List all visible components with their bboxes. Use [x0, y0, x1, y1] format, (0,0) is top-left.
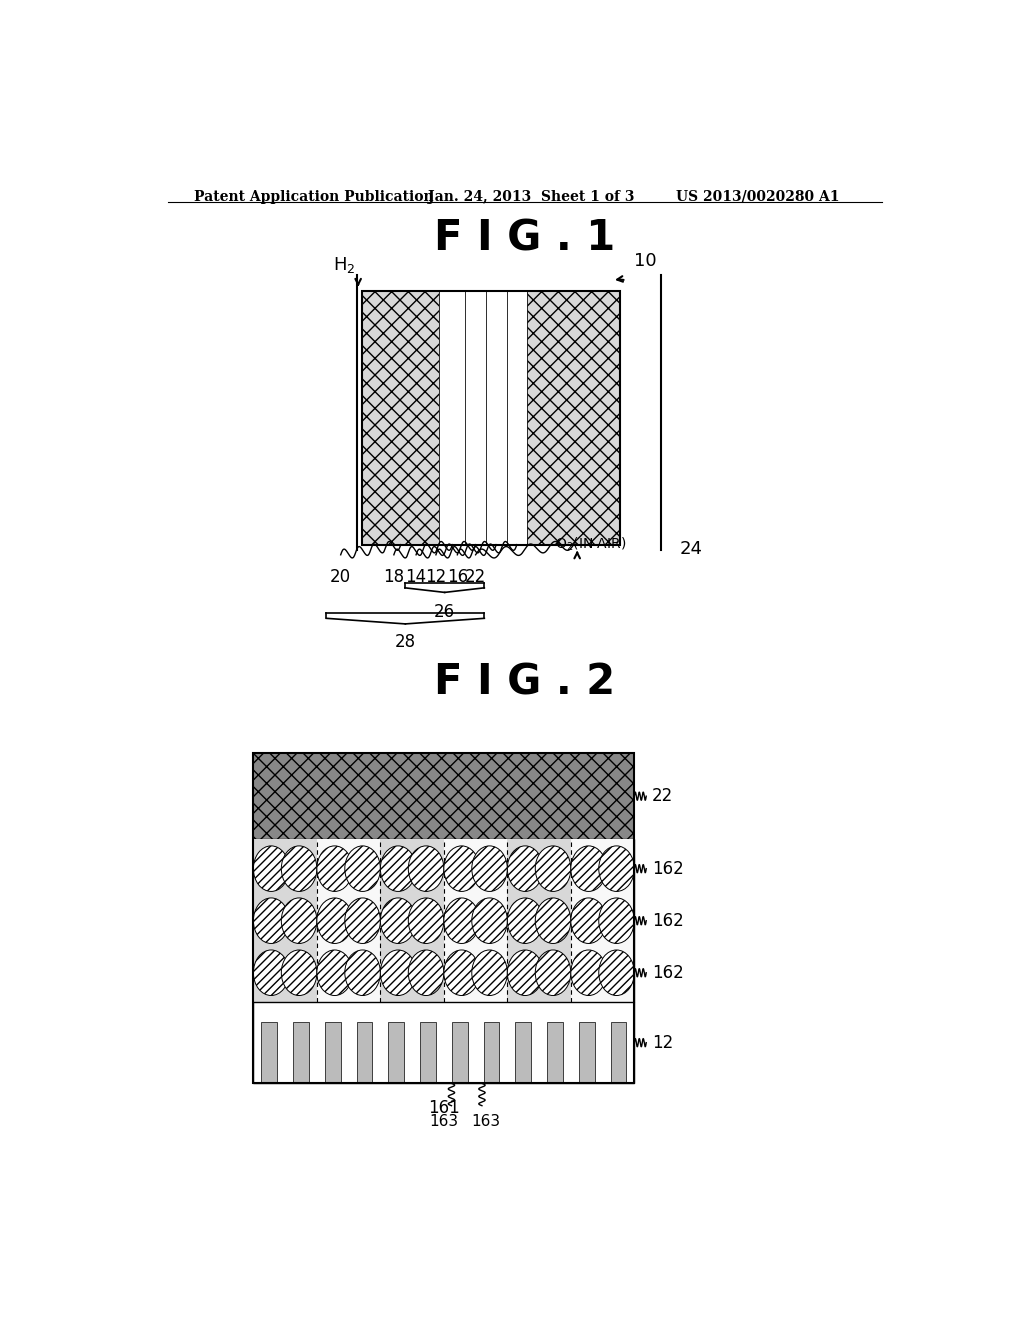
- Text: 20: 20: [330, 568, 351, 586]
- Bar: [261, 1023, 278, 1084]
- Bar: [325, 1023, 341, 1084]
- Bar: [362, 290, 439, 545]
- Text: 12: 12: [652, 1034, 673, 1052]
- Circle shape: [282, 846, 316, 891]
- Bar: [380, 840, 443, 1002]
- Circle shape: [443, 898, 479, 944]
- Text: Jan. 24, 2013  Sheet 1 of 3: Jan. 24, 2013 Sheet 1 of 3: [428, 190, 635, 203]
- Text: 24: 24: [680, 540, 702, 558]
- Bar: [253, 752, 634, 840]
- Text: 161: 161: [428, 1098, 460, 1117]
- Text: Patent Application Publication: Patent Application Publication: [194, 190, 433, 203]
- Circle shape: [345, 898, 380, 944]
- Text: 22: 22: [465, 568, 486, 586]
- Bar: [579, 1023, 595, 1084]
- Text: 162: 162: [652, 912, 684, 929]
- Bar: [356, 1023, 373, 1084]
- Bar: [465, 290, 486, 545]
- Circle shape: [599, 846, 634, 891]
- Bar: [443, 840, 507, 1002]
- Circle shape: [507, 846, 543, 891]
- Bar: [316, 840, 380, 1002]
- Text: $\mathregular{H_2}$: $\mathregular{H_2}$: [333, 255, 355, 276]
- Bar: [547, 1023, 563, 1084]
- Circle shape: [536, 950, 570, 995]
- Text: F I G . 1: F I G . 1: [434, 218, 615, 259]
- Bar: [507, 290, 527, 545]
- Bar: [610, 1023, 627, 1084]
- Circle shape: [507, 898, 543, 944]
- Circle shape: [472, 950, 507, 995]
- Circle shape: [345, 950, 380, 995]
- Circle shape: [409, 846, 443, 891]
- Circle shape: [282, 898, 316, 944]
- Circle shape: [253, 898, 289, 944]
- Circle shape: [443, 950, 479, 995]
- Text: 12: 12: [425, 568, 446, 586]
- Bar: [253, 840, 316, 1002]
- Text: 14: 14: [406, 568, 427, 586]
- Circle shape: [380, 898, 416, 944]
- Circle shape: [380, 846, 416, 891]
- Circle shape: [536, 898, 570, 944]
- Bar: [253, 752, 634, 1084]
- Text: F I G . 2: F I G . 2: [434, 661, 615, 704]
- Bar: [486, 290, 507, 545]
- Circle shape: [443, 846, 479, 891]
- Bar: [293, 1023, 309, 1084]
- Text: $\mathregular{O_2}$(IN AIR): $\mathregular{O_2}$(IN AIR): [555, 536, 627, 553]
- Circle shape: [409, 950, 443, 995]
- Circle shape: [253, 950, 289, 995]
- Circle shape: [570, 950, 606, 995]
- Circle shape: [316, 950, 352, 995]
- Bar: [253, 1002, 634, 1084]
- Circle shape: [409, 898, 443, 944]
- Text: 162: 162: [652, 859, 684, 878]
- Bar: [515, 1023, 531, 1084]
- Circle shape: [599, 950, 634, 995]
- Text: US 2013/0020280 A1: US 2013/0020280 A1: [676, 190, 839, 203]
- Bar: [507, 840, 570, 1002]
- Text: 162: 162: [652, 964, 684, 982]
- Text: 22: 22: [652, 787, 673, 805]
- Text: 18: 18: [383, 568, 404, 586]
- Circle shape: [570, 898, 606, 944]
- Bar: [388, 1023, 404, 1084]
- Text: 163: 163: [429, 1114, 458, 1129]
- Circle shape: [380, 950, 416, 995]
- Bar: [420, 1023, 436, 1084]
- Circle shape: [570, 846, 606, 891]
- Text: 163: 163: [471, 1114, 501, 1129]
- Circle shape: [599, 898, 634, 944]
- Bar: [570, 840, 634, 1002]
- Bar: [483, 1023, 500, 1084]
- Bar: [362, 290, 620, 545]
- Circle shape: [536, 846, 570, 891]
- Text: 28: 28: [395, 634, 416, 651]
- Circle shape: [282, 950, 316, 995]
- Bar: [439, 290, 465, 545]
- Circle shape: [316, 846, 352, 891]
- Bar: [253, 840, 634, 1002]
- Circle shape: [345, 846, 380, 891]
- Circle shape: [472, 846, 507, 891]
- Circle shape: [507, 950, 543, 995]
- Circle shape: [253, 846, 289, 891]
- Text: 26: 26: [434, 602, 456, 620]
- Circle shape: [472, 898, 507, 944]
- Bar: [452, 1023, 468, 1084]
- Text: 16: 16: [446, 568, 468, 586]
- Bar: [527, 290, 621, 545]
- Circle shape: [316, 898, 352, 944]
- Text: 10: 10: [634, 252, 657, 271]
